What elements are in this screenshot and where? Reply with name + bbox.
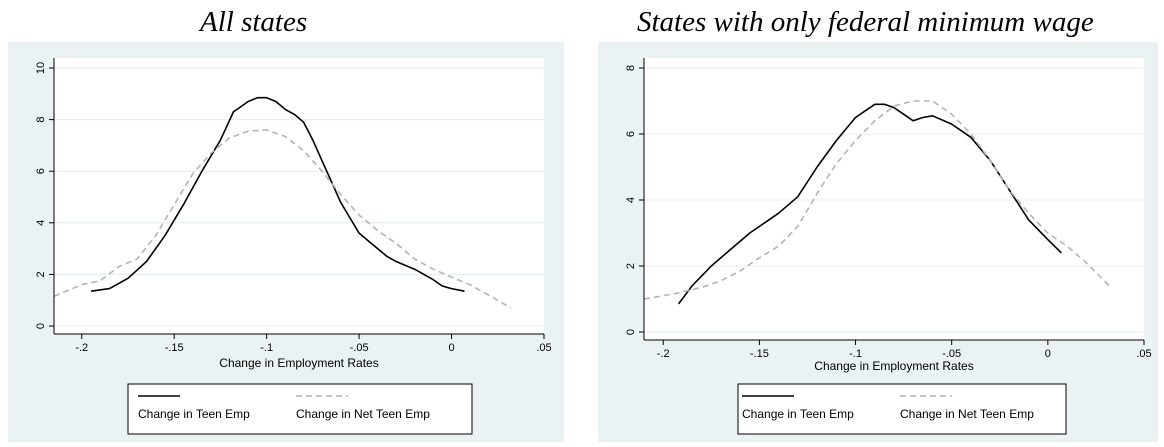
y-tick-label: 10 [35,62,47,74]
x-tick-label: -.2 [657,348,670,360]
x-tick-label: .05 [536,342,551,354]
plot-area [54,58,544,334]
x-tick-label: -.1 [849,348,862,360]
series-line-net-teen-emp [53,129,512,309]
y-tick-label: 4 [35,220,47,226]
x-tick-label: -.15 [165,342,184,354]
legend: Change in Teen Emp Change in Net Teen Em… [127,383,473,435]
y-tick-label: 6 [35,168,47,174]
axis-ticks: 0 2 4 6 8 -.2 -.15 -.1 -.05 0 .05 [625,65,1152,360]
x-tick-label: -.05 [350,342,369,354]
series-lines [53,96,512,309]
x-tick-label: 0 [1045,348,1051,360]
x-tick-label: -.2 [75,342,88,354]
legend-label-teen-emp: Change in Teen Emp [742,407,854,421]
x-tick-label: 0 [448,342,454,354]
chart-title-left: All states [200,6,308,38]
x-tick-label: -.15 [750,348,769,360]
y-tick-label: 8 [625,65,637,71]
chart-title-right: States with only federal minimum wage [637,6,1094,38]
x-tick-label: .05 [1136,348,1151,360]
y-tick-label: 2 [35,271,47,277]
series-lines [643,100,1110,305]
legend-label-net-teen-emp: Change in Net Teen Emp [296,407,430,421]
legend: Change in Teen Emp Change in Net Teen Em… [737,383,1067,435]
y-tick-label: 8 [35,117,47,123]
y-tick-label: 6 [625,131,637,137]
gridlines [644,67,1144,333]
axis-ticks: 0 2 4 6 8 10 -.2 -.15 -.1 -.05 0 .05 [35,62,552,354]
y-tick-label: 2 [625,263,637,269]
legend-box [737,383,1067,435]
chart-panel-left: 0 2 4 6 8 10 -.2 -.15 -.1 -.05 0 .05 Change in Empl… [8,42,564,442]
chart-panel-right: 0 2 4 6 8 -.2 -.15 -.1 -.05 0 .05 Change in Employ… [598,42,1158,442]
x-axis-label: Change in Employment Rates [219,356,378,370]
x-tick-label: -.1 [260,342,273,354]
y-tick-label: 0 [35,323,47,329]
legend-box [127,383,473,435]
x-axis-label: Change in Employment Rates [814,359,973,373]
series-line-net-teen-emp [643,100,1110,300]
y-tick-label: 4 [625,197,637,203]
gridlines [54,67,544,327]
y-tick-label: 0 [625,329,637,335]
legend-label-teen-emp: Change in Teen Emp [138,407,250,421]
series-line-teen-emp [90,96,465,292]
x-tick-label: -.05 [942,348,961,360]
plot-area [644,58,1144,340]
legend-label-net-teen-emp: Change in Net Teen Emp [900,407,1034,421]
